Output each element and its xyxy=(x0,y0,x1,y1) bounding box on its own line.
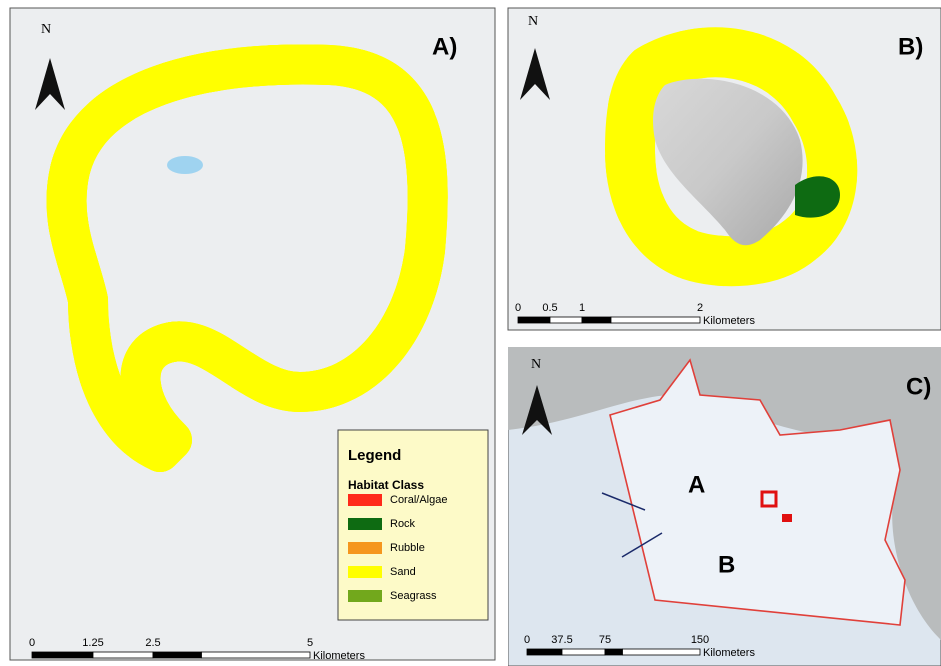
legend-swatch xyxy=(348,494,382,506)
site-label: A xyxy=(688,471,705,498)
legend-title: Legend xyxy=(348,447,401,464)
legend-label: Rock xyxy=(390,518,416,530)
scale-tick-label: 2.5 xyxy=(145,637,160,649)
scale-tick-label: 75 xyxy=(599,634,611,646)
north-label: N xyxy=(531,357,541,372)
legend-label: Seagrass xyxy=(390,590,437,602)
legend-swatch xyxy=(348,518,382,530)
site-b xyxy=(782,514,792,522)
north-label: N xyxy=(528,14,538,29)
scale-tick-label: 0 xyxy=(29,637,35,649)
scale-segment xyxy=(93,652,153,658)
scale-segment xyxy=(518,317,550,323)
scale-segment xyxy=(611,317,700,323)
panel-b: N B) xyxy=(508,8,941,330)
scale-tick-label: 37.5 xyxy=(551,634,572,646)
panel-a: N A) Legend Habitat Class xyxy=(10,8,495,660)
legend-label: Rubble xyxy=(390,542,425,554)
scale-segment xyxy=(202,652,311,658)
legend-swatch xyxy=(348,566,382,578)
scale-tick-label: 0 xyxy=(524,634,530,646)
legend-subtitle: Habitat Class xyxy=(348,478,424,492)
panel-c: N C) A B xyxy=(508,347,941,666)
scale-tick-label: 1.25 xyxy=(82,637,103,649)
scale-segment xyxy=(582,317,611,323)
scale-tick-label: 2 xyxy=(697,302,703,314)
legend-label: Sand xyxy=(390,566,416,578)
scale-tick-label: 0.5 xyxy=(542,302,557,314)
scale-tick-label: 0 xyxy=(515,302,521,314)
scale-segment xyxy=(153,652,202,658)
lake xyxy=(167,156,203,174)
scale-tick-label: 5 xyxy=(307,637,313,649)
scale-unit: Kilometers xyxy=(703,647,755,659)
panel-label: A) xyxy=(432,33,457,60)
scale-unit: Kilometers xyxy=(703,315,755,327)
scale-segment xyxy=(550,317,582,323)
panel-label: B) xyxy=(898,33,923,60)
scale-tick-label: 1 xyxy=(579,302,585,314)
scale-segment xyxy=(623,649,701,655)
legend-swatch xyxy=(348,542,382,554)
scale-segment xyxy=(32,652,93,658)
scale-segment xyxy=(527,649,562,655)
scale-unit: Kilometers xyxy=(313,650,365,662)
scale-segment xyxy=(562,649,605,655)
legend-label: Coral/Algae xyxy=(390,494,447,506)
scale-tick-label: 150 xyxy=(691,634,709,646)
scale-segment xyxy=(605,649,623,655)
north-label: N xyxy=(41,22,51,37)
site-label: B xyxy=(718,551,735,578)
panel-label: C) xyxy=(906,373,931,400)
figure: N A) Legend Habitat Class N B) N C) A B … xyxy=(0,0,941,666)
legend-swatch xyxy=(348,590,382,602)
